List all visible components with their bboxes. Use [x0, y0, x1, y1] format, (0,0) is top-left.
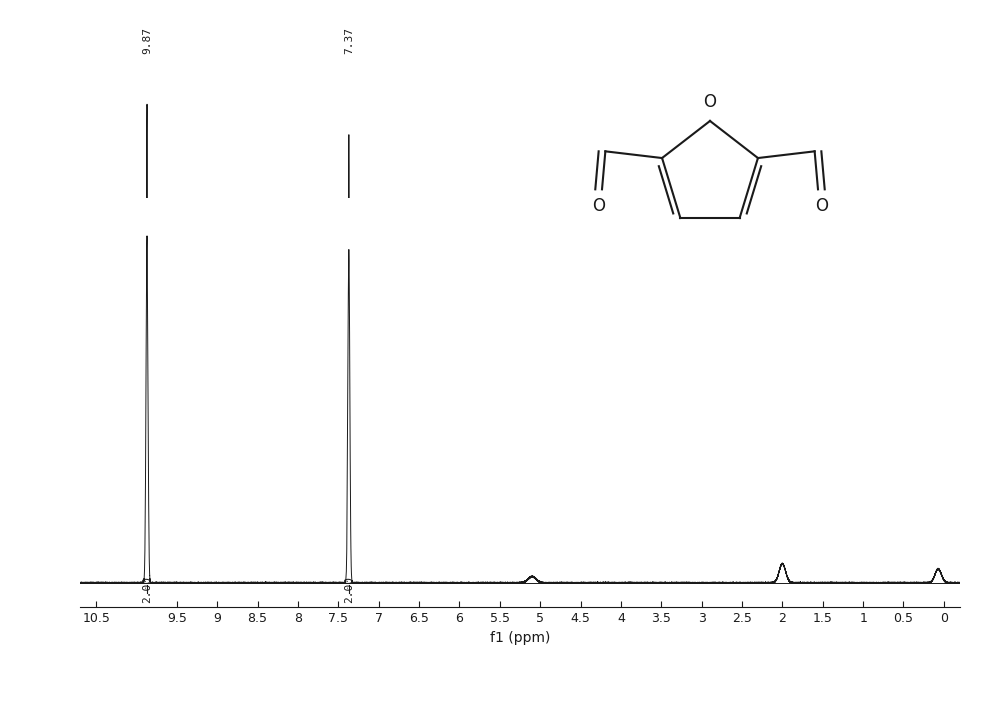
Text: O: O [704, 93, 716, 111]
Text: O: O [815, 198, 828, 215]
Text: 9.87: 9.87 [142, 27, 152, 54]
Text: 2.00: 2.00 [344, 575, 354, 603]
Text: 7.37: 7.37 [344, 27, 354, 54]
X-axis label: f1 (ppm): f1 (ppm) [490, 630, 550, 645]
Text: 2.00: 2.00 [142, 575, 152, 603]
Text: O: O [592, 198, 605, 215]
